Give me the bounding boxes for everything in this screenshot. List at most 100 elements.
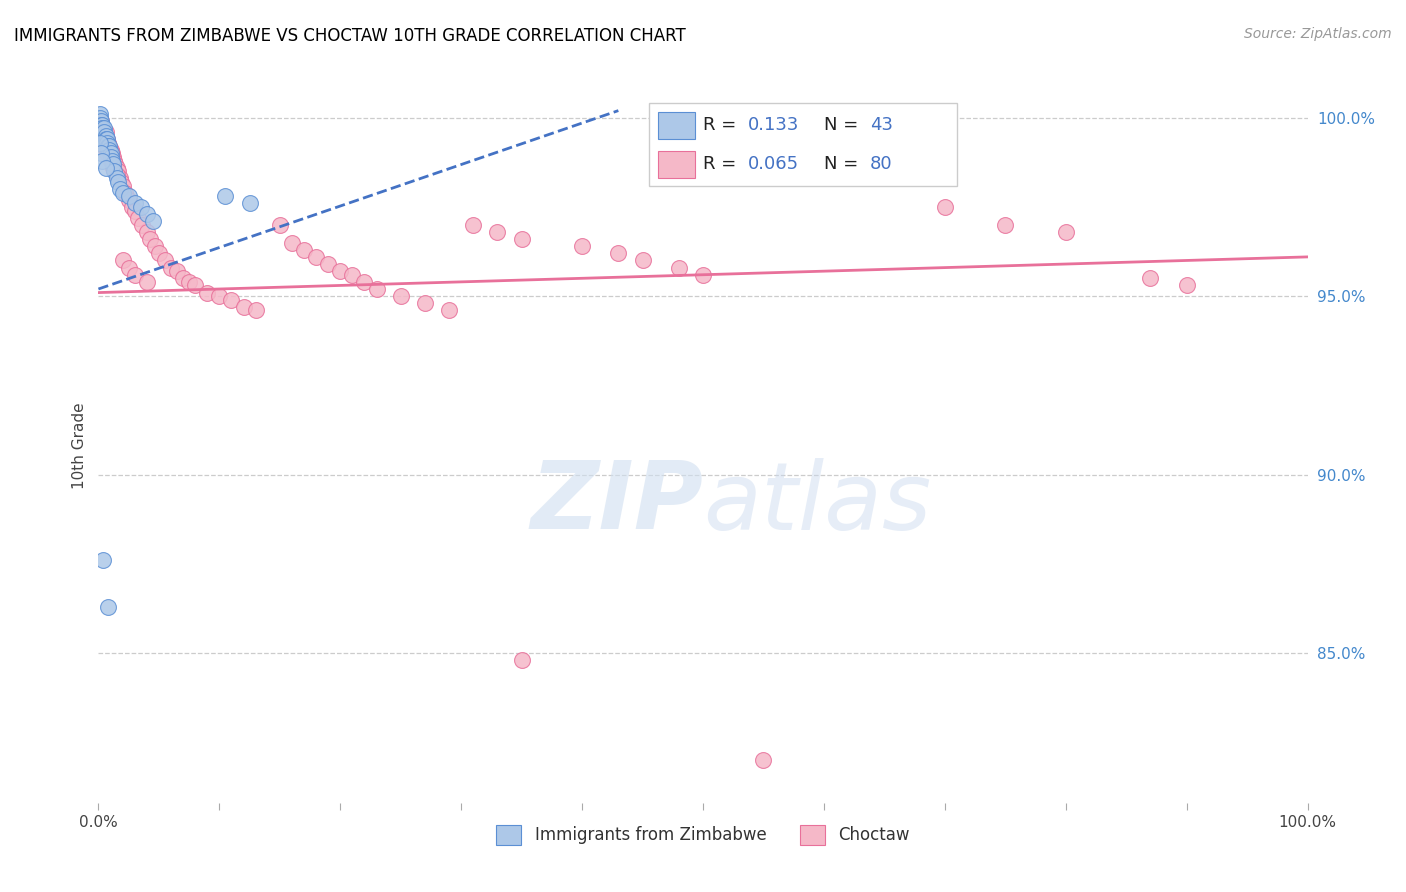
Point	[96, 136, 118, 150]
Point	[166, 264, 188, 278]
Point	[98, 139, 121, 153]
Point	[89, 107, 111, 121]
Point	[93, 128, 115, 143]
Point	[114, 186, 136, 200]
Point	[121, 200, 143, 214]
Text: N =: N =	[824, 116, 863, 134]
Point	[94, 128, 117, 143]
Point	[135, 207, 157, 221]
FancyBboxPatch shape	[658, 112, 695, 139]
Point	[153, 253, 176, 268]
Point	[90, 118, 112, 132]
Point	[221, 293, 243, 307]
Point	[668, 260, 690, 275]
Point	[129, 200, 152, 214]
Text: ZIP: ZIP	[530, 457, 703, 549]
Point	[437, 303, 460, 318]
Point	[93, 139, 115, 153]
Point	[510, 653, 533, 667]
Point	[118, 193, 141, 207]
Point	[142, 214, 165, 228]
Point	[97, 139, 120, 153]
Point	[1054, 225, 1077, 239]
Text: Source: ZipAtlas.com: Source: ZipAtlas.com	[1244, 27, 1392, 41]
Point	[100, 146, 122, 161]
Point	[90, 121, 112, 136]
Point	[93, 125, 115, 139]
Point	[692, 268, 714, 282]
Point	[90, 146, 112, 161]
Point	[101, 157, 124, 171]
Point	[631, 253, 654, 268]
Point	[143, 239, 166, 253]
Point	[127, 211, 149, 225]
Point	[89, 118, 111, 132]
Point	[389, 289, 412, 303]
Point	[571, 239, 593, 253]
Point	[91, 553, 114, 567]
Point	[91, 128, 114, 143]
Text: R =: R =	[703, 116, 742, 134]
Point	[100, 143, 122, 157]
Point	[105, 171, 128, 186]
Point	[148, 246, 170, 260]
Point	[93, 136, 115, 150]
Point	[131, 218, 153, 232]
Point	[118, 260, 141, 275]
Point	[124, 268, 146, 282]
Point	[100, 146, 122, 161]
Point	[98, 143, 121, 157]
Point	[214, 189, 236, 203]
Point	[111, 178, 134, 193]
Point	[91, 132, 114, 146]
Point	[97, 143, 120, 157]
Point	[463, 218, 485, 232]
Point	[89, 111, 111, 125]
Point	[98, 139, 121, 153]
Text: N =: N =	[824, 155, 863, 173]
Point	[329, 264, 352, 278]
Point	[91, 125, 114, 139]
Point	[232, 300, 254, 314]
Legend: Immigrants from Zimbabwe, Choctaw: Immigrants from Zimbabwe, Choctaw	[489, 818, 917, 852]
Point	[108, 171, 131, 186]
Point	[1175, 278, 1198, 293]
Point	[342, 268, 364, 282]
Point	[97, 599, 120, 614]
Point	[96, 132, 118, 146]
Point	[103, 164, 125, 178]
Point	[281, 235, 304, 250]
Point	[107, 175, 129, 189]
Point	[110, 175, 132, 189]
FancyBboxPatch shape	[648, 103, 957, 186]
Point	[292, 243, 315, 257]
Point	[100, 153, 122, 168]
Point	[486, 225, 509, 239]
Point	[934, 200, 956, 214]
Point	[124, 203, 146, 218]
Point	[510, 232, 533, 246]
Text: 80: 80	[870, 155, 893, 173]
Point	[353, 275, 375, 289]
Point	[366, 282, 388, 296]
Point	[104, 157, 127, 171]
Y-axis label: 10th Grade: 10th Grade	[72, 402, 87, 490]
Point	[107, 164, 129, 178]
Point	[184, 278, 207, 293]
Point	[101, 150, 124, 164]
Text: 0.133: 0.133	[748, 116, 799, 134]
Point	[91, 118, 114, 132]
Point	[118, 189, 141, 203]
Point	[91, 153, 114, 168]
Point	[607, 246, 630, 260]
Point	[160, 260, 183, 275]
Text: atlas: atlas	[703, 458, 931, 549]
Point	[108, 182, 131, 196]
Point	[90, 114, 112, 128]
FancyBboxPatch shape	[658, 152, 695, 178]
Point	[90, 114, 112, 128]
Point	[111, 253, 134, 268]
Point	[105, 161, 128, 175]
Point	[100, 150, 122, 164]
Point	[135, 275, 157, 289]
